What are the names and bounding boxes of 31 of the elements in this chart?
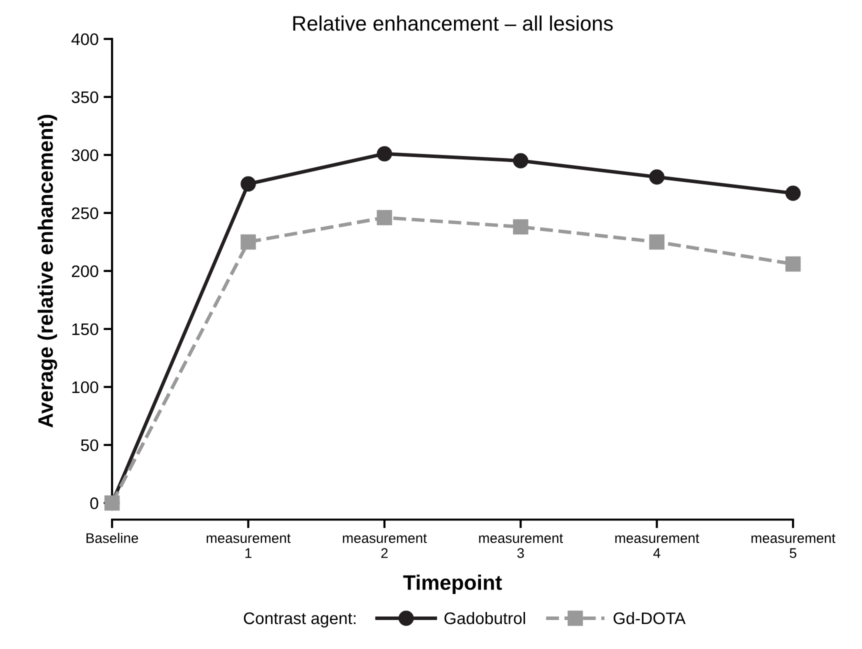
legend-label: Gd-DOTA bbox=[614, 612, 686, 624]
y-tick-label: 50 bbox=[80, 439, 98, 452]
y-tick-label: 200 bbox=[72, 265, 98, 278]
point bbox=[376, 210, 392, 226]
y-tick-label: 350 bbox=[72, 91, 98, 104]
point bbox=[785, 186, 801, 201]
legend-title: Contrast agent: bbox=[244, 612, 356, 628]
point bbox=[785, 256, 801, 272]
point bbox=[376, 146, 392, 162]
x-tick-label: measurement 3 bbox=[479, 534, 564, 558]
legend-label: Gadobutrol bbox=[444, 612, 526, 624]
point bbox=[240, 176, 256, 192]
point bbox=[240, 234, 256, 250]
point bbox=[649, 234, 664, 250]
point bbox=[513, 153, 528, 168]
y-tick-label: 300 bbox=[72, 149, 98, 162]
y-axis-title: Average (relative enhancement) bbox=[38, 114, 58, 428]
y-tick-label: 100 bbox=[72, 381, 98, 394]
y-tick-label: 150 bbox=[72, 323, 98, 336]
chart-title: Relative enhancement – all lesions bbox=[293, 16, 613, 31]
x-tick-label: measurement 2 bbox=[342, 534, 427, 558]
x-tick-label: measurement 4 bbox=[615, 534, 700, 558]
y-tick-label: 400 bbox=[71, 33, 98, 46]
point bbox=[649, 169, 664, 185]
y-tick-label: 250 bbox=[72, 207, 98, 220]
x-tick-label: measurement 1 bbox=[206, 534, 291, 558]
point bbox=[513, 219, 528, 235]
x-axis-title: Timepoint bbox=[403, 574, 502, 594]
x-tick-label: measurement 5 bbox=[752, 534, 836, 558]
x-tick-label: Baseline bbox=[86, 532, 138, 544]
y-tick-label: 0 bbox=[90, 497, 98, 510]
